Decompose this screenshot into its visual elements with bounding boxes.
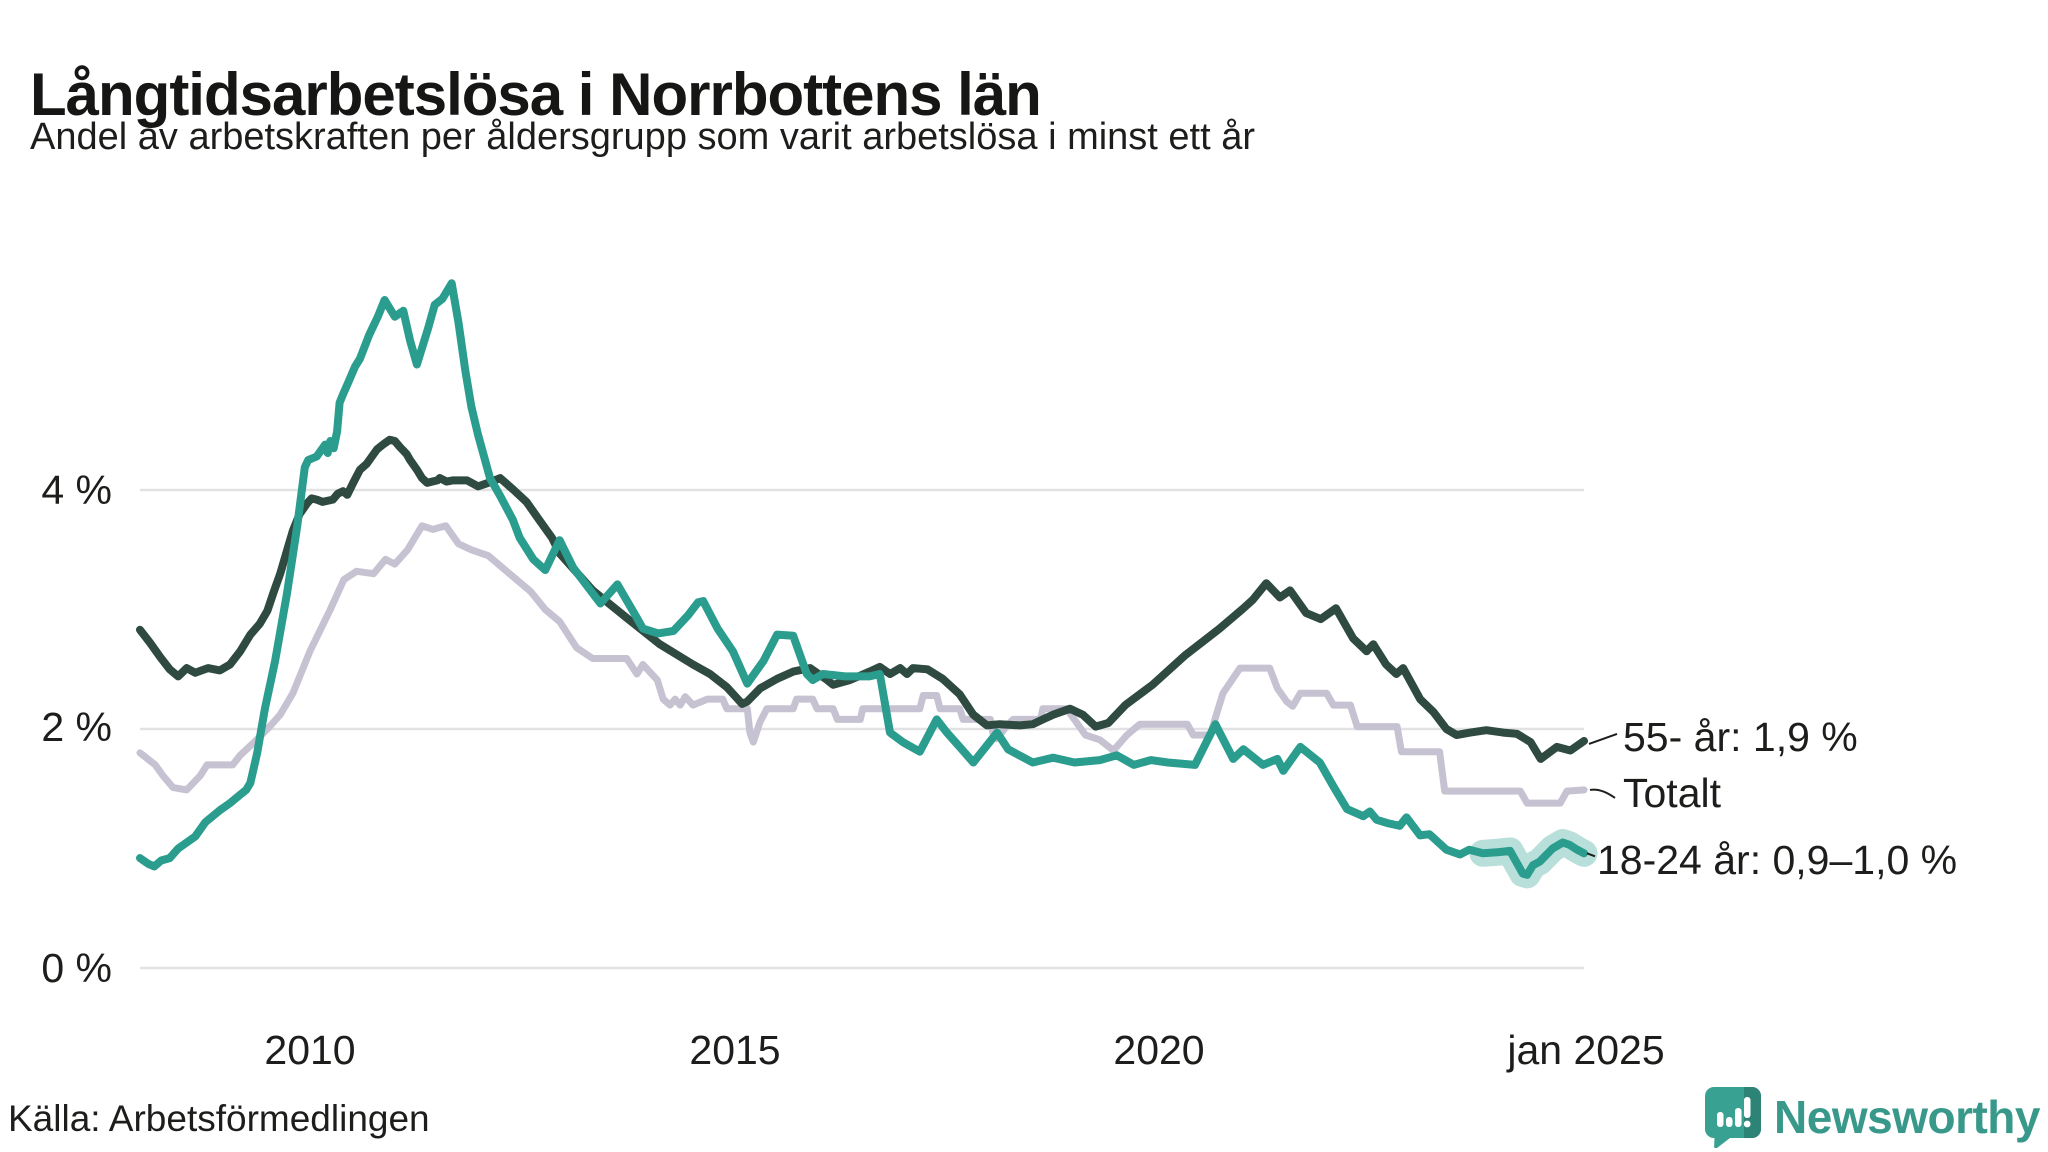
y-tick-label-2: 2 % (41, 704, 112, 750)
label-connector-55--år (1588, 733, 1618, 745)
newsworthy-logo-icon (1705, 1087, 1762, 1148)
y-tick-label-0: 0 % (41, 945, 112, 991)
series-line-18-24-år (136, 279, 1588, 879)
x-tick-label-jan2025: jan 2025 (1507, 1027, 1665, 1073)
series-label-18-24-ar: 18-24 år: 0,9–1,0 % (1597, 837, 1958, 883)
newsworthy-logo-text: Newsworthy (1774, 1091, 2040, 1143)
label-connector-Totalt (1589, 788, 1616, 799)
newsworthy-logo: Newsworthy (1704, 1086, 2040, 1148)
series-label-totalt: Totalt (1623, 770, 1721, 816)
page-subtitle: Andel av arbetskraften per åldersgrupp s… (30, 116, 1256, 158)
x-tick-label-2010: 2010 (264, 1027, 356, 1073)
source-note: Källa: Arbetsförmedlingen (8, 1098, 430, 1139)
x-tick-label-2020: 2020 (1113, 1027, 1205, 1073)
series-label-55-ar: 55- år: 1,9 % (1623, 714, 1858, 760)
series-line-Totalt (136, 522, 1588, 807)
x-tick-label-2015: 2015 (689, 1027, 781, 1073)
y-tick-label-4: 4 % (41, 467, 112, 513)
bar-chart-glyph (1717, 1097, 1751, 1128)
series-line-55--år (136, 435, 1588, 763)
label-connector-18-24-år (1586, 852, 1596, 858)
page-title: Långtidsarbetslösa i Norrbottens län (30, 61, 1042, 129)
